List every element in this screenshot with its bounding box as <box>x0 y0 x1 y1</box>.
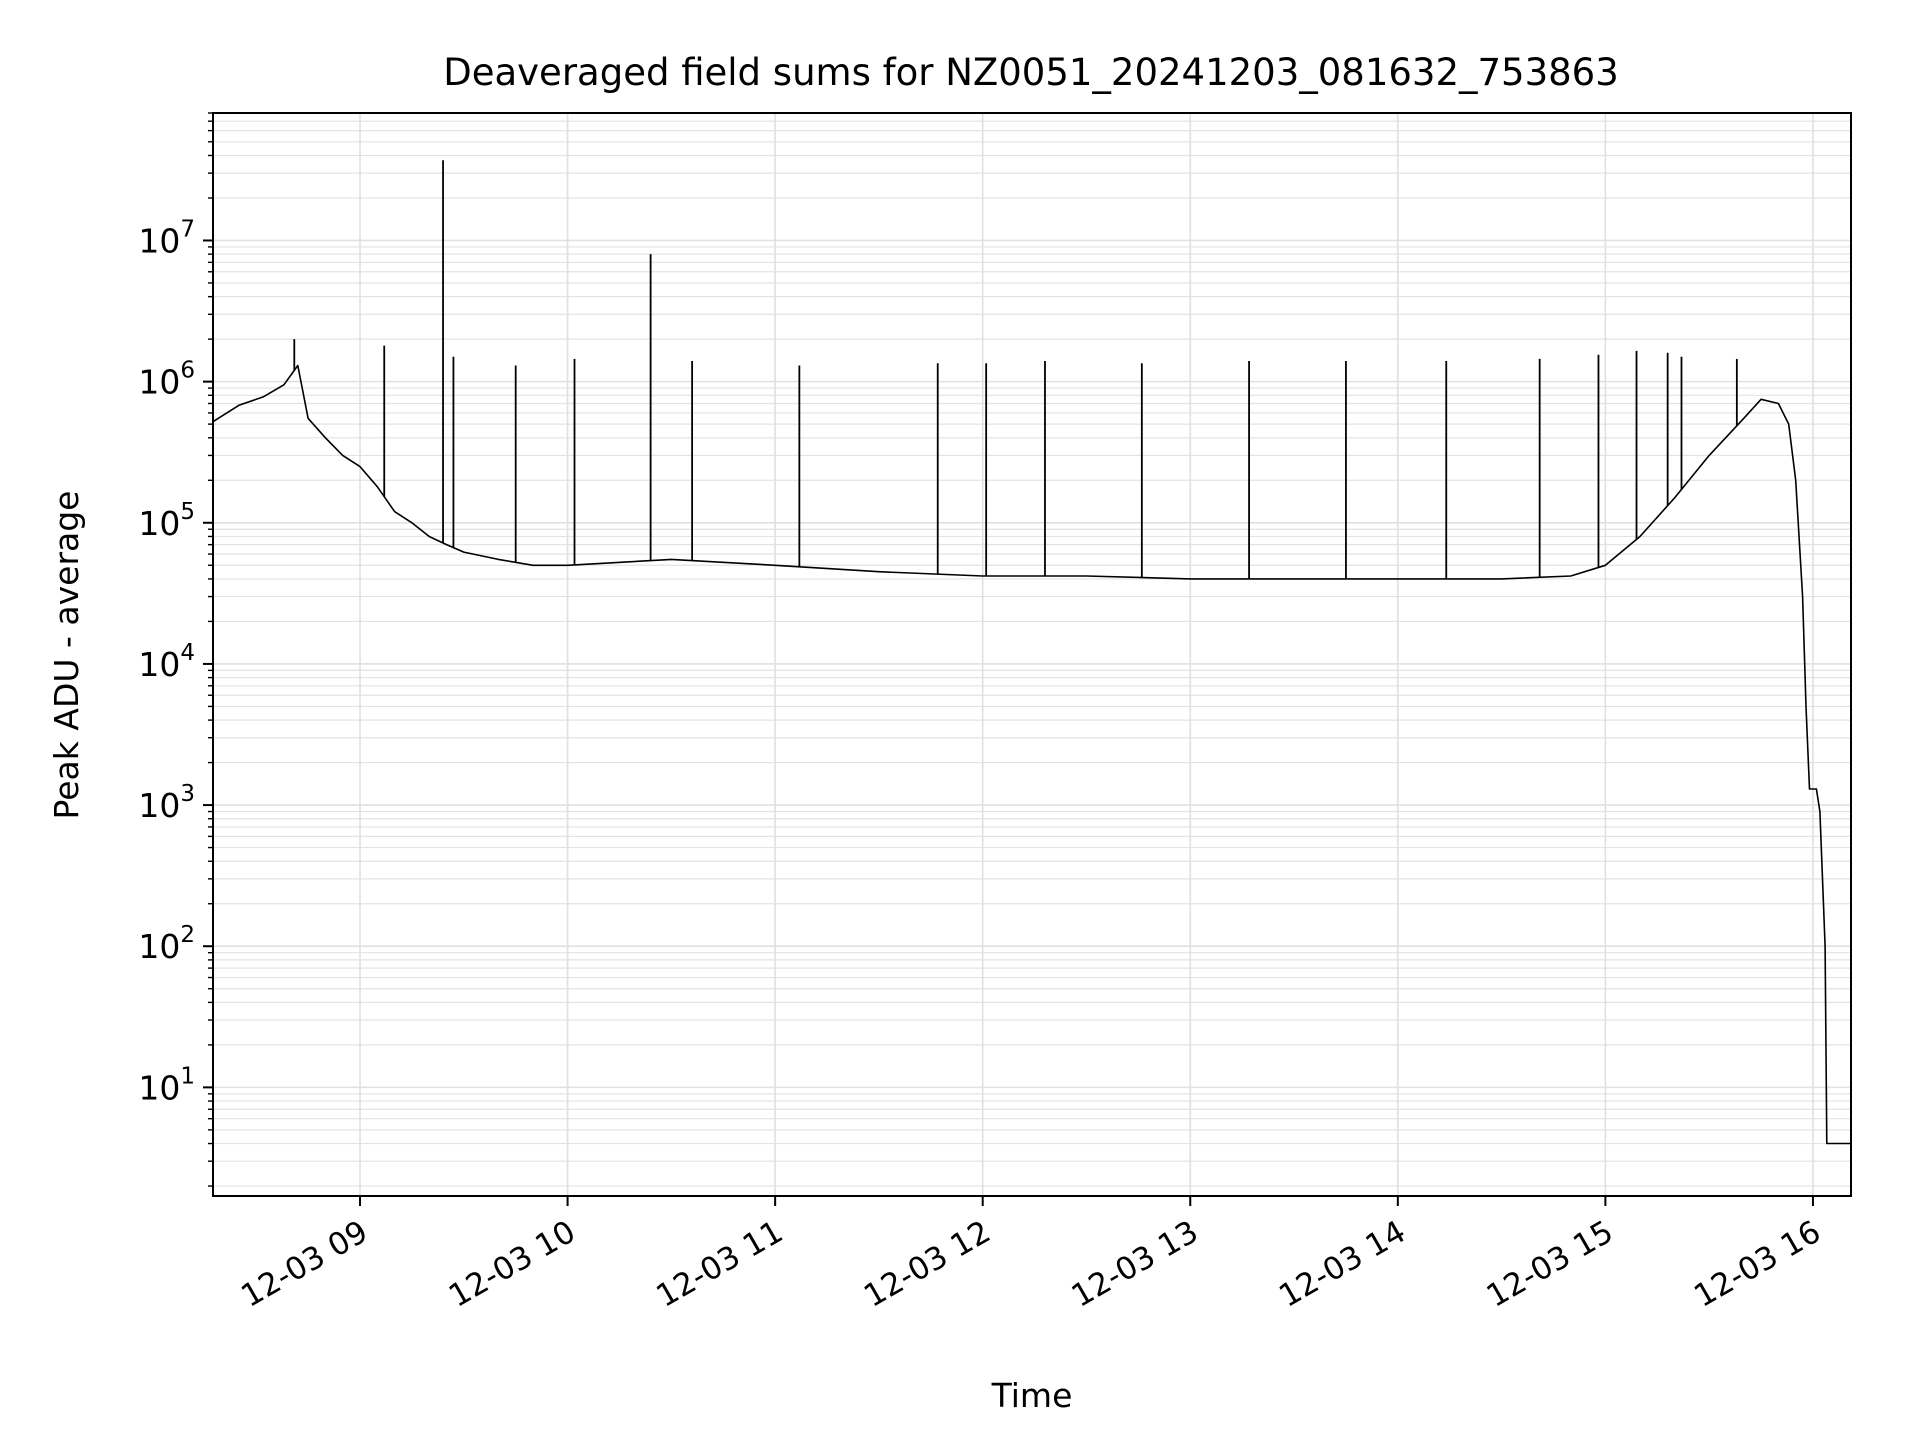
y-axis: 101 102 103 104 105 106 107 <box>138 112 213 1187</box>
series-group <box>212 160 1851 1145</box>
series-line <box>212 364 1851 1145</box>
y-tick-label: 106 <box>138 358 195 402</box>
x-tick-label: 12-03 11 <box>650 1214 789 1315</box>
x-tick-label: 12-03 13 <box>1066 1214 1205 1315</box>
y-tick-label: 104 <box>138 640 195 684</box>
x-axis: 12-03 09 12-03 10 12-03 11 12-03 12 12-03 13… <box>235 1196 1827 1315</box>
plot-frame <box>212 112 1852 1197</box>
x-tick-label: 12-03 10 <box>443 1214 582 1315</box>
y-tick-label: 101 <box>138 1063 195 1107</box>
x-tick-label: 12-03 09 <box>235 1214 374 1315</box>
grid <box>213 112 1851 1196</box>
y-axis-label: Peak ADU - average <box>47 491 86 820</box>
y-tick-label: 105 <box>138 499 195 543</box>
y-tick-label: 102 <box>138 922 195 966</box>
y-tick-label: 107 <box>138 216 195 260</box>
x-axis-label: Time <box>991 1376 1073 1415</box>
y-tick-label: 103 <box>138 781 195 825</box>
x-tick-label: 12-03 14 <box>1273 1214 1412 1315</box>
x-tick-label: 12-03 15 <box>1481 1214 1620 1315</box>
chart-title: Deaveraged field sums for NZ0051_2024120… <box>443 51 1619 94</box>
x-tick-label: 12-03 12 <box>858 1214 997 1315</box>
x-tick-label: 12-03 16 <box>1688 1214 1827 1315</box>
